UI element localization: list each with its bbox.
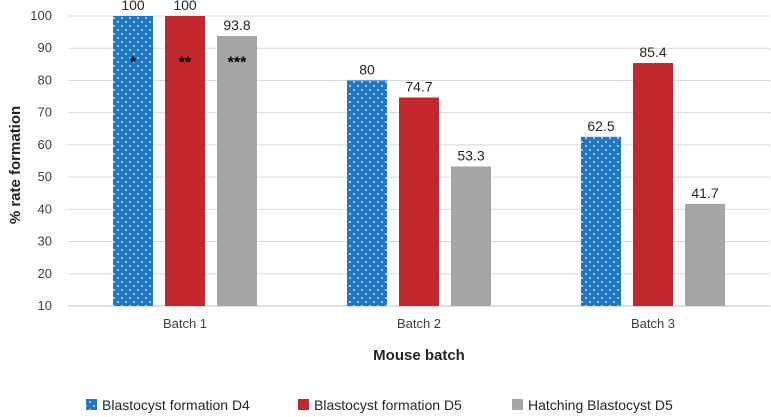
y-axis-ticks: 10 20 30 40 50 60 70 80 90 100 <box>30 8 52 313</box>
legend: Blastocyst formation D4 Blastocyst format… <box>86 397 673 413</box>
x-axis-title: Mouse batch <box>373 347 465 364</box>
legend-label: Blastocyst formation D5 <box>314 397 462 413</box>
y-tick-label: 30 <box>38 234 52 249</box>
data-label: 62.5 <box>587 118 614 134</box>
x-axis-ticks: Batch 1 Batch 2 Batch 3 <box>163 316 675 331</box>
legend-label: Hatching Blastocyst D5 <box>528 397 673 413</box>
bar-blastocyst-formation-d4-batch-3 <box>581 136 621 306</box>
data-label: 41.7 <box>691 185 718 201</box>
y-axis-title: % rate formation <box>7 106 24 224</box>
bar-blastocyst-formation-d5-batch-2 <box>399 97 439 307</box>
bar-blastocyst-formation-d5-batch-3 <box>633 63 673 306</box>
y-tick-label: 60 <box>38 137 52 152</box>
y-tick-label: 100 <box>30 8 52 23</box>
data-label: 100 <box>121 0 145 13</box>
bar-blastocyst-formation-d4-batch-1 <box>113 16 153 306</box>
bar-hatching-blastocyst-d5-batch-1 <box>217 35 257 306</box>
x-tick-label: Batch 1 <box>163 316 207 331</box>
legend-swatch <box>86 399 97 410</box>
data-label: 80 <box>359 61 375 77</box>
y-tick-label: 40 <box>38 201 52 216</box>
data-label: 85.4 <box>639 44 666 60</box>
bar-hatching-blastocyst-d5-batch-3 <box>685 203 725 306</box>
y-tick-label: 90 <box>38 40 52 55</box>
legend-swatch <box>298 399 309 410</box>
significance-marker: ** <box>179 55 192 72</box>
x-tick-label: Batch 3 <box>631 316 675 331</box>
data-label: 53.3 <box>457 147 484 163</box>
significance-marker: * <box>130 55 137 72</box>
y-tick-label: 70 <box>38 105 52 120</box>
y-tick-label: 50 <box>38 169 52 184</box>
data-label: 93.8 <box>223 17 250 33</box>
legend-label: Blastocyst formation D4 <box>102 397 250 413</box>
y-tick-label: 80 <box>38 72 52 87</box>
bars <box>113 16 725 307</box>
bar-hatching-blastocyst-d5-batch-2 <box>451 166 491 306</box>
significance-marker: *** <box>228 55 247 72</box>
y-tick-label: 20 <box>38 266 52 281</box>
bar-blastocyst-formation-d4-batch-2 <box>347 80 387 306</box>
legend-swatch <box>512 399 523 410</box>
data-label: 74.7 <box>405 79 432 95</box>
bar-blastocyst-formation-d5-batch-1 <box>165 16 205 306</box>
data-label: 100 <box>173 0 197 13</box>
x-tick-label: Batch 2 <box>397 316 441 331</box>
y-tick-label: 10 <box>38 298 52 313</box>
